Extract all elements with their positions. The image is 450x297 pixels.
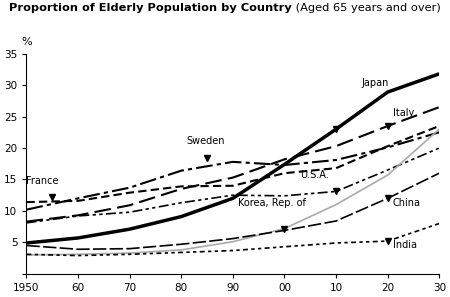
Text: (Aged 65 years and over): (Aged 65 years and over) <box>292 3 441 13</box>
Text: France: France <box>27 176 59 187</box>
Text: Proportion of Elderly Population by Country: Proportion of Elderly Population by Coun… <box>9 3 292 13</box>
Text: U.S.A.: U.S.A. <box>300 170 328 180</box>
Text: Korea, Rep. of: Korea, Rep. of <box>238 198 306 208</box>
Text: India: India <box>393 240 417 250</box>
Text: China: China <box>393 198 421 208</box>
Text: Italy: Italy <box>393 108 414 118</box>
Text: Japan: Japan <box>362 78 389 88</box>
Text: %: % <box>21 37 32 47</box>
Text: Sweden: Sweden <box>186 136 225 146</box>
